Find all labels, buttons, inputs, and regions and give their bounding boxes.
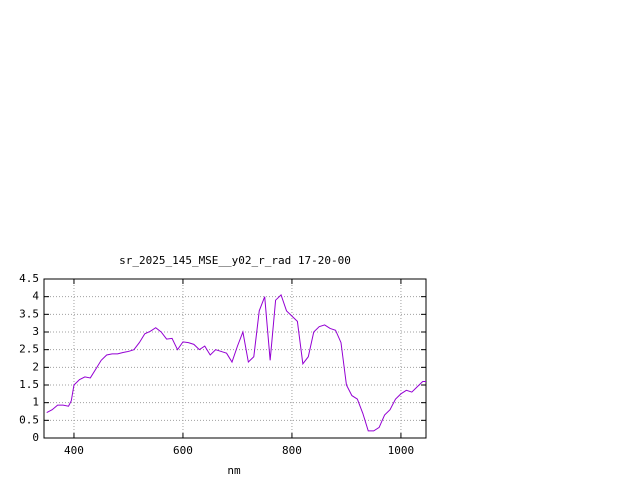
y-tick-label: 0 bbox=[32, 431, 39, 444]
x-tick-label: 1000 bbox=[388, 444, 415, 457]
chart-title: sr_2025_145_MSE__y02_r_rad 17-20-00 bbox=[119, 254, 351, 267]
y-tick-label: 3 bbox=[32, 325, 39, 338]
y-tick-label: 3.5 bbox=[19, 307, 39, 320]
y-tick-label: 1.5 bbox=[19, 378, 39, 391]
x-axis-label: nm bbox=[227, 464, 241, 477]
x-tick-label: 600 bbox=[173, 444, 193, 457]
x-tick-label: 400 bbox=[64, 444, 84, 457]
y-tick-label: 4 bbox=[32, 290, 39, 303]
y-tick-label: 2.5 bbox=[19, 343, 39, 356]
y-tick-label: 4.5 bbox=[19, 272, 39, 285]
x-tick-label: 800 bbox=[282, 444, 302, 457]
data-line bbox=[46, 293, 426, 432]
y-tick-label: 0.5 bbox=[19, 413, 39, 426]
plot-border bbox=[43, 278, 427, 439]
y-tick-label: 1 bbox=[32, 396, 39, 409]
y-tick-label: 2 bbox=[32, 360, 39, 373]
